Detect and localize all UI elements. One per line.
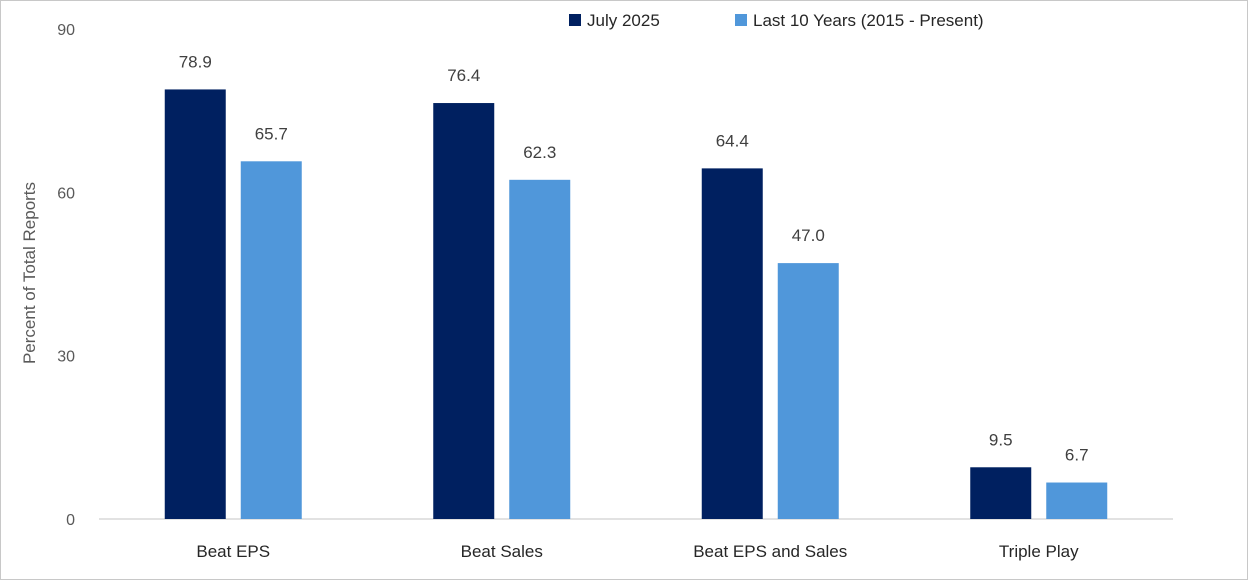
bar-last-10-years xyxy=(1046,482,1108,519)
category-label: Beat EPS and Sales xyxy=(693,542,847,561)
bar-last-10-years xyxy=(509,179,571,520)
data-label: 6.7 xyxy=(1065,446,1089,465)
y-tick-label: 0 xyxy=(66,512,75,529)
data-label: 9.5 xyxy=(989,430,1013,449)
data-label: 76.4 xyxy=(447,66,480,85)
bar-last-10-years xyxy=(777,263,839,519)
data-label: 65.7 xyxy=(255,124,288,143)
legend-label: July 2025 xyxy=(587,11,660,30)
bar-july-2025 xyxy=(701,168,763,519)
data-label: 62.3 xyxy=(523,143,556,162)
legend-swatch xyxy=(569,14,581,26)
y-tick-label: 90 xyxy=(57,22,75,39)
bar-july-2025 xyxy=(433,103,495,520)
data-label: 64.4 xyxy=(716,131,749,150)
y-axis-title: Percent of Total Reports xyxy=(20,182,39,364)
bar-last-10-years xyxy=(240,161,302,520)
category-label: Beat EPS xyxy=(196,542,270,561)
legend-label: Last 10 Years (2015 - Present) xyxy=(753,11,984,30)
bar-july-2025 xyxy=(970,467,1032,519)
y-tick-label: 60 xyxy=(57,185,75,202)
legend: July 2025 Last 10 Years (2015 - Present) xyxy=(569,11,984,30)
legend-swatch xyxy=(735,14,747,26)
category-label: Triple Play xyxy=(999,542,1079,561)
category-label: Beat Sales xyxy=(461,542,543,561)
y-tick-label: 30 xyxy=(57,349,75,366)
data-label: 78.9 xyxy=(179,52,212,71)
data-label: 47.0 xyxy=(792,226,825,245)
bar-july-2025 xyxy=(164,89,226,519)
